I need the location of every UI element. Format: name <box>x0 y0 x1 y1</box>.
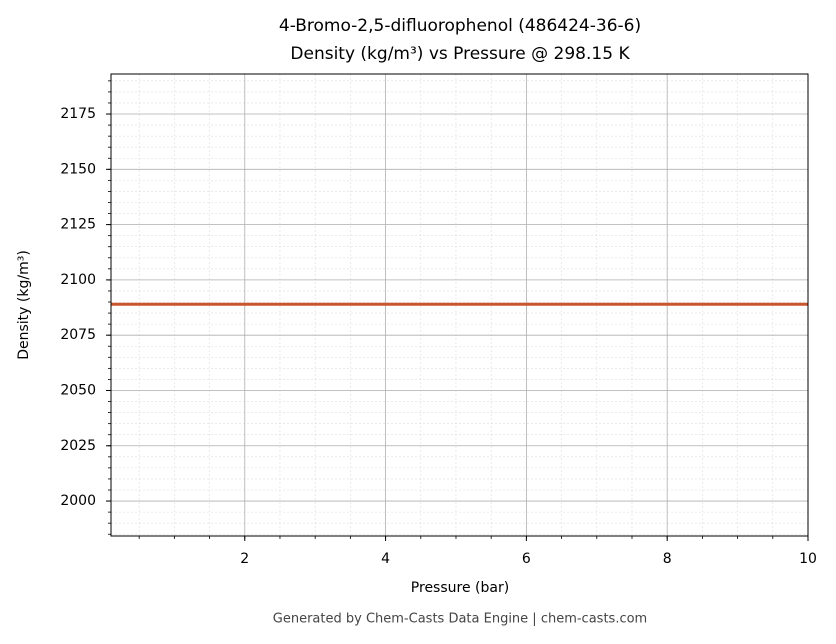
x-tick-label: 4 <box>381 551 390 567</box>
y-tick-label: 2100 <box>60 272 96 288</box>
x-tick-label: 6 <box>522 551 531 567</box>
y-tick-label: 2075 <box>60 327 96 343</box>
y-tick-label: 2000 <box>60 493 96 509</box>
x-tick-label: 2 <box>240 551 249 567</box>
y-axis-label: Density (kg/m³) <box>16 250 32 360</box>
y-tick-label: 2175 <box>60 106 96 122</box>
chart-subtitle: Density (kg/m³) vs Pressure @ 298.15 K <box>290 44 630 64</box>
x-tick-label: 10 <box>799 551 817 567</box>
y-tick-label: 2150 <box>60 161 96 177</box>
y-tick-label: 2125 <box>60 217 96 233</box>
y-tick-label: 2050 <box>60 382 96 398</box>
y-tick-label: 2025 <box>60 438 96 454</box>
chart-title: 4-Bromo-2,5-difluorophenol (486424-36-6) <box>279 16 641 36</box>
x-axis-label: Pressure (bar) <box>411 580 509 596</box>
plot-frame <box>110 73 809 537</box>
x-tick-label: 8 <box>663 551 672 567</box>
footer: Generated by Chem-Casts Data Engine | ch… <box>273 612 647 627</box>
